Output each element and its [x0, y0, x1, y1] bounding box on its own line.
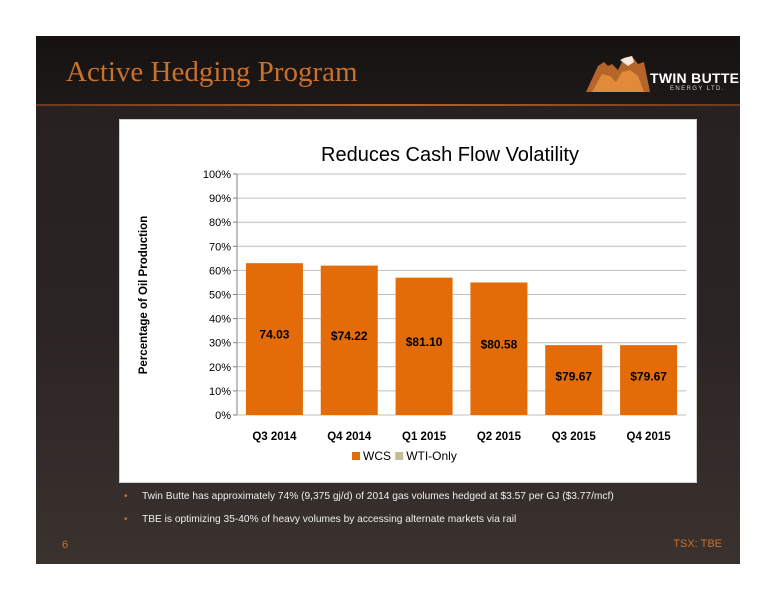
legend-label: WCS [363, 449, 391, 463]
bar-wcs [545, 345, 603, 415]
ticker: TSX: TBE [673, 538, 722, 550]
x-tick-label: Q4 2014 [327, 431, 372, 443]
y-axis-label: Percentage of Oil Production [138, 216, 150, 374]
bullet-item: • Twin Butte has approximately 74% (9,37… [122, 489, 722, 512]
bullet-text: Twin Butte has approximately 74% (9,375 … [142, 491, 614, 502]
bar-wcs [620, 345, 678, 415]
bullet-list: • Twin Butte has approximately 74% (9,37… [122, 489, 722, 535]
y-tick-label: 90% [209, 193, 231, 205]
ticker-label: TSX: [673, 538, 698, 550]
legend-swatch [352, 452, 360, 460]
y-tick-label: 10% [209, 386, 231, 398]
y-tick-label: 80% [209, 217, 231, 229]
slide-title: Active Hedging Program [66, 56, 358, 88]
y-tick-label: 70% [209, 241, 231, 253]
x-tick-label: Q4 2015 [627, 431, 672, 443]
y-tick-label: 40% [209, 314, 231, 326]
bar-wcs [470, 282, 528, 415]
y-tick-label: 20% [209, 362, 231, 374]
ticker-symbol: TBE [700, 538, 722, 550]
y-tick-label: 60% [209, 265, 231, 277]
chart-panel: Reduces Cash Flow Volatility Percentage … [119, 119, 697, 483]
bar-chart: Reduces Cash Flow Volatility Percentage … [138, 144, 686, 463]
bullet-item: • TBE is optimizing 35-40% of heavy volu… [122, 512, 722, 535]
x-tick-label: Q1 2015 [402, 431, 447, 443]
y-tick-label: 30% [209, 338, 231, 350]
bar-data-label: $81.10 [406, 335, 443, 349]
logo-subtitle: ENERGY LTD. [670, 86, 725, 92]
bar-data-label: $79.67 [555, 370, 592, 384]
company-logo: TWIN BUTTE ENERGY LTD. [584, 52, 739, 96]
bar-data-label: 74.03 [259, 328, 289, 342]
butte-icon [586, 56, 650, 92]
legend-swatch [395, 452, 404, 460]
bar-wcs [245, 263, 303, 415]
x-tick-label: Q2 2015 [477, 431, 522, 443]
bar-data-label: $80.58 [481, 338, 518, 352]
y-tick-label: 0% [215, 410, 231, 422]
slide: Active Hedging Program TWIN BUTTE ENERGY… [36, 36, 740, 564]
logo-name: TWIN BUTTE [650, 70, 740, 86]
bar-wcs [395, 277, 453, 415]
bar-wcs [320, 265, 378, 415]
bar-data-label: $79.67 [630, 370, 667, 384]
slide-header: Active Hedging Program TWIN BUTTE ENERGY… [36, 36, 740, 104]
bar-data-label: $74.22 [331, 329, 368, 343]
x-tick-label: Q3 2015 [552, 431, 597, 443]
x-tick-label: Q3 2014 [252, 431, 297, 443]
bullet-dot-icon: • [124, 514, 128, 525]
bullet-dot-icon: • [124, 491, 128, 502]
page-number: 6 [62, 539, 69, 551]
bullet-text: TBE is optimizing 35-40% of heavy volume… [142, 514, 517, 525]
chart-title: Reduces Cash Flow Volatility [321, 144, 579, 166]
y-tick-label: 100% [203, 169, 231, 181]
y-tick-label: 50% [209, 290, 231, 302]
legend-label: WTI-Only [406, 449, 457, 463]
header-divider [36, 104, 740, 106]
